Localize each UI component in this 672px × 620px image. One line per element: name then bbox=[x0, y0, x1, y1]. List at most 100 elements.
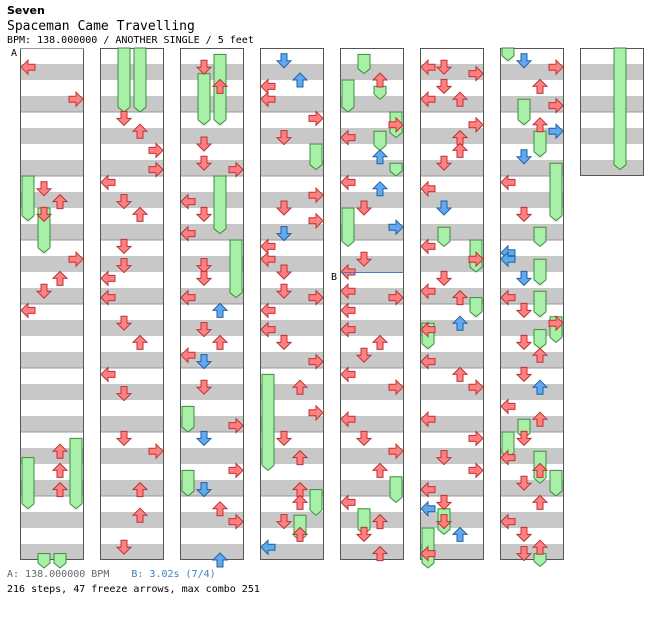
beat-band bbox=[20, 128, 84, 144]
beat-band bbox=[260, 128, 324, 144]
beat-band bbox=[420, 544, 484, 560]
beat-band bbox=[180, 320, 244, 336]
beat-band bbox=[340, 64, 404, 80]
freeze-arrow bbox=[549, 469, 563, 497]
beat-band bbox=[500, 160, 564, 176]
marker-label: B bbox=[331, 272, 337, 283]
freeze-arrow bbox=[229, 239, 243, 299]
beat-band bbox=[420, 512, 484, 528]
beat-band bbox=[500, 128, 564, 144]
beat-band bbox=[180, 512, 244, 528]
beat-band bbox=[500, 352, 564, 368]
beat-band bbox=[100, 160, 164, 176]
freeze-arrow bbox=[181, 469, 195, 497]
beat-band bbox=[180, 288, 244, 304]
freeze-arrow bbox=[533, 258, 547, 286]
beat-band bbox=[580, 64, 644, 80]
beat-band bbox=[260, 544, 324, 560]
beat-band bbox=[260, 224, 324, 240]
beat-band bbox=[420, 384, 484, 400]
beat-band bbox=[20, 544, 84, 560]
freeze-arrow bbox=[37, 207, 51, 254]
freeze-arrow bbox=[469, 297, 483, 318]
marker-label: A bbox=[11, 48, 17, 59]
beat-band bbox=[100, 192, 164, 208]
column-border bbox=[580, 48, 644, 176]
freeze-arrow bbox=[53, 553, 67, 569]
beat-band bbox=[20, 256, 84, 272]
beat-band bbox=[20, 448, 84, 464]
beat-band bbox=[500, 544, 564, 560]
beat-band bbox=[20, 224, 84, 240]
beat-band bbox=[180, 448, 244, 464]
beat-band bbox=[20, 416, 84, 432]
beat-band bbox=[420, 96, 484, 112]
beat-band bbox=[100, 512, 164, 528]
beat-band bbox=[260, 64, 324, 80]
bpm-legend: A: 138.000000 BPM bbox=[7, 569, 110, 580]
beat-band bbox=[420, 320, 484, 336]
freeze-arrow bbox=[533, 130, 547, 158]
beat-band bbox=[500, 256, 564, 272]
beat-band bbox=[340, 544, 404, 560]
freeze-arrow bbox=[309, 143, 323, 171]
beat-band bbox=[260, 480, 324, 496]
beat-band bbox=[20, 352, 84, 368]
column-border bbox=[500, 48, 564, 560]
chart-column bbox=[260, 48, 324, 560]
beat-band bbox=[500, 192, 564, 208]
beat-band bbox=[180, 480, 244, 496]
beat-band bbox=[420, 480, 484, 496]
beat-band bbox=[20, 160, 84, 176]
beat-band bbox=[100, 320, 164, 336]
beat-band bbox=[420, 352, 484, 368]
beat-band bbox=[100, 448, 164, 464]
beat-band bbox=[340, 192, 404, 208]
beat-band bbox=[500, 288, 564, 304]
beat-band bbox=[500, 64, 564, 80]
footer-bpm-line: A: 138.000000 BPM B: 3.02s (7/4) bbox=[7, 569, 216, 580]
freeze-arrow bbox=[21, 175, 35, 222]
beat-band bbox=[180, 64, 244, 80]
beat-band bbox=[100, 416, 164, 432]
beat-band bbox=[420, 288, 484, 304]
freeze-arrow bbox=[309, 489, 323, 516]
beat-band bbox=[340, 288, 404, 304]
column-border bbox=[180, 48, 244, 560]
column-border bbox=[100, 48, 164, 560]
beat-band bbox=[420, 224, 484, 240]
beat-band bbox=[500, 480, 564, 496]
beat-band bbox=[180, 96, 244, 112]
song-title: Spaceman Came Travelling bbox=[7, 19, 195, 34]
beat-band bbox=[20, 192, 84, 208]
beat-band bbox=[420, 64, 484, 80]
beat-band bbox=[100, 128, 164, 144]
beat-band bbox=[100, 352, 164, 368]
beat-band bbox=[340, 224, 404, 240]
beat-band bbox=[500, 448, 564, 464]
beat-band bbox=[340, 416, 404, 432]
beat-band bbox=[100, 384, 164, 400]
beat-band bbox=[180, 256, 244, 272]
freeze-arrow bbox=[357, 53, 371, 75]
beat-band bbox=[500, 320, 564, 336]
column-border bbox=[420, 48, 484, 560]
freeze-arrow bbox=[389, 162, 403, 177]
freeze-arrow bbox=[501, 47, 515, 62]
freeze-arrow bbox=[341, 207, 355, 248]
beat-band bbox=[340, 384, 404, 400]
beat-band bbox=[580, 128, 644, 144]
column-border bbox=[340, 48, 404, 560]
freeze-arrow bbox=[533, 226, 547, 248]
beat-band bbox=[100, 96, 164, 112]
beat-band bbox=[260, 512, 324, 528]
beat-band bbox=[180, 160, 244, 176]
beat-band bbox=[100, 64, 164, 80]
beat-band bbox=[260, 352, 324, 368]
artist-name: Seven bbox=[7, 4, 45, 17]
beat-band bbox=[20, 64, 84, 80]
freeze-arrow bbox=[37, 553, 51, 569]
freeze-arrow bbox=[117, 47, 131, 113]
beat-band bbox=[260, 256, 324, 272]
beat-band bbox=[20, 288, 84, 304]
